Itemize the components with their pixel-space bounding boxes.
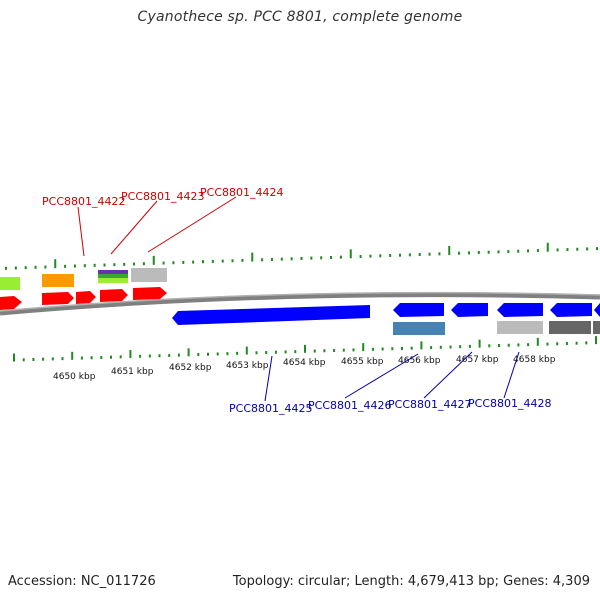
- gene-feature[interactable]: [42, 274, 74, 287]
- reverse-gene-labels: PCC8801_4425 PCC8801_4426 PCC8801_4427 P…: [229, 351, 551, 415]
- gene-arrow[interactable]: [76, 291, 96, 304]
- gene-feature[interactable]: [131, 268, 167, 282]
- gene-feature[interactable]: [393, 322, 445, 335]
- gene-feature[interactable]: [549, 321, 591, 334]
- gene-feature[interactable]: [0, 277, 20, 290]
- gene-feature[interactable]: [497, 321, 543, 334]
- gene-feature[interactable]: [98, 270, 128, 274]
- gene-arrow[interactable]: [42, 292, 74, 305]
- ruler-label: 4655 kbp: [341, 357, 384, 367]
- gene-label[interactable]: PCC8801_4426: [308, 399, 391, 412]
- ruler-label: 4653 kbp: [226, 361, 269, 371]
- gene-arrow[interactable]: [550, 303, 592, 317]
- ruler-label: 4651 kbp: [111, 367, 154, 377]
- reverse-genes: [172, 303, 600, 335]
- gene-label[interactable]: PCC8801_4427: [388, 398, 471, 411]
- gene-arrow[interactable]: [100, 289, 128, 302]
- gene-feature[interactable]: [98, 274, 128, 278]
- inner-tick-marks: [13, 336, 597, 362]
- gene-arrow[interactable]: [133, 287, 167, 300]
- gene-label[interactable]: PCC8801_4425: [229, 402, 312, 415]
- gene-feature[interactable]: [593, 321, 600, 334]
- ruler-label: 4650 kbp: [53, 372, 96, 382]
- genome-backbone: [0, 292, 600, 316]
- gene-arrow[interactable]: [393, 303, 444, 317]
- gene-arrow[interactable]: [172, 305, 370, 325]
- ruler-label: 4652 kbp: [169, 363, 212, 373]
- ruler-label: 4657 kbp: [456, 355, 499, 365]
- ruler-labels: 4650 kbp 4651 kbp 4652 kbp 4653 kbp 4654 kbp…: [53, 355, 556, 382]
- gene-arrow[interactable]: [594, 303, 600, 317]
- forward-genes: [0, 268, 167, 310]
- forward-gene-labels: PCC8801_4422 PCC8801_4423 PCC8801_4424: [42, 186, 283, 257]
- ruler-label: 4658 kbp: [513, 355, 556, 365]
- gene-arrow[interactable]: [451, 303, 488, 317]
- accession-text: Accession: NC_011726: [8, 574, 156, 589]
- gene-arrow[interactable]: [0, 296, 22, 310]
- gene-arrow[interactable]: [497, 303, 543, 317]
- gene-label[interactable]: PCC8801_4428: [468, 397, 551, 410]
- gene-feature[interactable]: [98, 278, 128, 283]
- map-title: Cyanothece sp. PCC 8801, complete genome: [137, 9, 463, 25]
- ruler-label: 4654 kbp: [283, 358, 326, 368]
- gene-label[interactable]: PCC8801_4423: [121, 190, 204, 203]
- genome-info-text: Topology: circular; Length: 4,679,413 bp…: [232, 574, 590, 589]
- outer-tick-marks: [5, 242, 598, 270]
- gene-label[interactable]: PCC8801_4424: [200, 186, 283, 199]
- gene-label[interactable]: PCC8801_4422: [42, 195, 125, 208]
- ruler-label: 4656 kbp: [398, 356, 441, 366]
